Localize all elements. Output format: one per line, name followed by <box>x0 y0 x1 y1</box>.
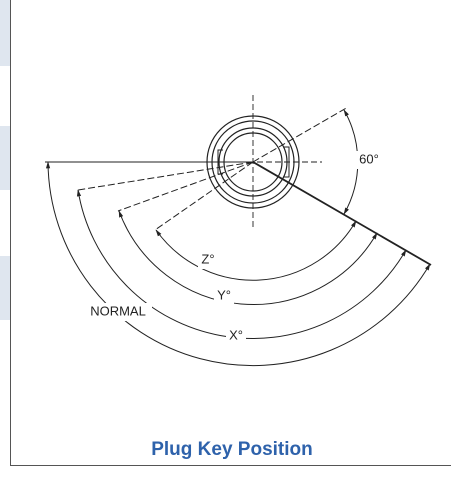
left-edge <box>0 0 451 466</box>
labels: 60° Z° Y° NORMAL X° <box>84 151 382 345</box>
z-label: Z° <box>201 251 214 266</box>
normal-label: NORMAL <box>90 303 146 318</box>
caption: Plug Key Position <box>151 439 313 460</box>
x-label: X° <box>229 327 243 342</box>
angle-label: 60° <box>359 151 379 166</box>
y-label: Y° <box>217 287 231 302</box>
angle-lines <box>45 106 432 367</box>
